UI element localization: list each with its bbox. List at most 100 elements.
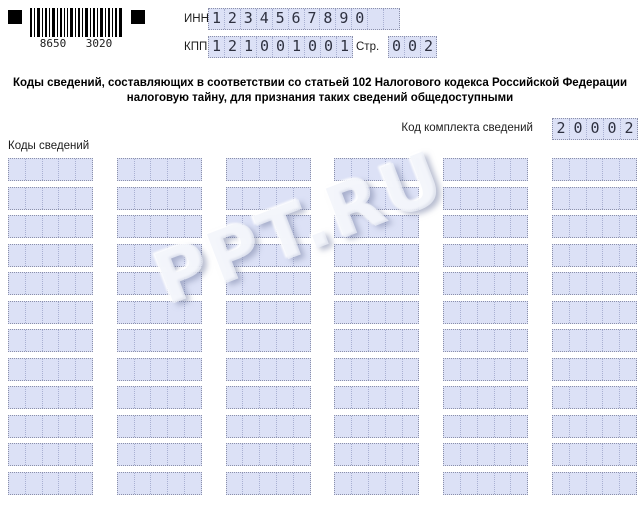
digit-cell[interactable] <box>444 330 460 351</box>
digit-cell[interactable] <box>510 216 527 237</box>
digit-cell[interactable] <box>275 472 293 494</box>
digit-cell[interactable] <box>118 159 134 180</box>
digit-cell[interactable] <box>275 187 293 209</box>
code-input-field[interactable] <box>551 357 637 381</box>
digit-cell[interactable] <box>133 330 151 351</box>
digit-cell[interactable] <box>9 302 25 323</box>
digit-cell[interactable] <box>585 216 603 237</box>
digit-cell[interactable] <box>367 9 383 29</box>
digit-cell[interactable] <box>24 273 42 294</box>
code-input-field[interactable] <box>443 215 529 238</box>
digit-cell[interactable] <box>133 216 151 237</box>
digit-cell[interactable] <box>75 301 92 323</box>
digit-cell[interactable] <box>133 273 151 294</box>
digit-cell[interactable]: 1 <box>288 37 304 57</box>
digit-cell[interactable] <box>118 302 134 323</box>
digit-cell[interactable] <box>41 472 59 494</box>
digit-cell[interactable] <box>510 472 527 494</box>
digit-cell[interactable] <box>585 330 603 351</box>
digit-cell[interactable] <box>510 444 527 465</box>
digit-cell[interactable] <box>259 387 276 408</box>
digit-cell[interactable] <box>493 330 511 351</box>
digit-cell[interactable] <box>24 216 42 237</box>
digit-cell[interactable] <box>510 301 527 323</box>
digit-cell[interactable] <box>9 387 25 408</box>
digit-cell[interactable] <box>24 387 42 408</box>
digit-cell[interactable] <box>41 244 59 266</box>
digit-cell[interactable] <box>75 330 92 351</box>
digit-cell[interactable]: 2 <box>620 119 637 139</box>
digit-cell[interactable] <box>24 472 42 494</box>
digit-cell[interactable] <box>459 472 477 494</box>
digit-cell[interactable] <box>459 301 477 323</box>
digit-cell[interactable] <box>167 472 184 494</box>
digit-cell[interactable] <box>9 330 25 351</box>
digit-cell[interactable] <box>24 330 42 351</box>
digit-cell[interactable] <box>619 444 636 465</box>
digit-cell[interactable] <box>351 301 368 323</box>
digit-cell[interactable] <box>75 244 92 266</box>
digit-cell[interactable] <box>476 301 494 323</box>
digit-cell[interactable] <box>351 216 368 237</box>
digit-cell[interactable] <box>476 415 494 437</box>
digit-cell[interactable]: 0 <box>404 37 420 57</box>
digit-cell[interactable] <box>259 273 276 294</box>
digit-cell[interactable]: 2 <box>556 119 566 137</box>
digit-cell[interactable] <box>367 358 385 380</box>
code-input-field[interactable] <box>551 186 637 210</box>
code-input-field[interactable] <box>551 300 637 324</box>
digit-cell[interactable] <box>602 216 619 237</box>
code-input-field[interactable] <box>225 443 311 466</box>
digit-cell[interactable]: 8 <box>319 9 335 29</box>
digit-cell[interactable] <box>585 358 603 380</box>
digit-cell[interactable] <box>292 159 310 180</box>
digit-cell[interactable] <box>367 387 385 408</box>
code-input-field[interactable] <box>225 158 311 181</box>
digit-cell[interactable] <box>58 216 75 237</box>
digit-cell[interactable] <box>335 273 351 294</box>
code-input-field[interactable] <box>225 471 311 495</box>
code-input-field[interactable] <box>334 158 420 181</box>
digit-cell[interactable] <box>167 301 184 323</box>
digit-cell[interactable] <box>167 216 184 237</box>
digit-cell[interactable] <box>9 359 25 380</box>
digit-cell[interactable] <box>41 159 59 180</box>
digit-cell[interactable] <box>259 244 276 266</box>
digit-cell[interactable] <box>384 159 402 180</box>
digit-cell[interactable] <box>459 358 477 380</box>
digit-cell[interactable] <box>41 187 59 209</box>
digit-cell[interactable] <box>259 216 276 237</box>
code-input-field[interactable] <box>8 243 93 267</box>
digit-cell[interactable] <box>150 244 167 266</box>
digit-cell[interactable] <box>9 273 25 294</box>
digit-cell[interactable]: 2 <box>224 37 240 57</box>
digit-cell[interactable] <box>585 159 603 180</box>
digit-cell[interactable] <box>75 415 92 437</box>
digit-cell[interactable] <box>401 273 419 294</box>
digit-cell[interactable] <box>444 245 460 266</box>
digit-cell[interactable] <box>9 416 25 437</box>
code-input-field[interactable] <box>334 215 420 238</box>
digit-cell[interactable] <box>227 302 243 323</box>
code-input-field[interactable] <box>551 414 637 438</box>
digit-cell[interactable] <box>444 444 460 465</box>
digit-cell[interactable] <box>227 216 243 237</box>
code-input-field[interactable] <box>116 186 202 210</box>
digit-cell[interactable] <box>493 301 511 323</box>
code-input-field[interactable] <box>443 158 529 181</box>
digit-cell[interactable] <box>619 415 636 437</box>
digit-cell[interactable] <box>118 387 134 408</box>
digit-cell[interactable] <box>150 301 167 323</box>
digit-cell[interactable] <box>275 216 293 237</box>
digit-cell[interactable] <box>384 301 402 323</box>
digit-cell[interactable] <box>259 358 276 380</box>
code-input-field[interactable] <box>551 215 637 238</box>
digit-cell[interactable] <box>275 415 293 437</box>
digit-cell[interactable] <box>150 216 167 237</box>
code-input-field[interactable] <box>443 414 529 438</box>
digit-cell[interactable] <box>75 187 92 209</box>
digit-cell[interactable] <box>619 244 636 266</box>
digit-cell[interactable] <box>383 9 399 29</box>
digit-cell[interactable] <box>444 188 460 209</box>
